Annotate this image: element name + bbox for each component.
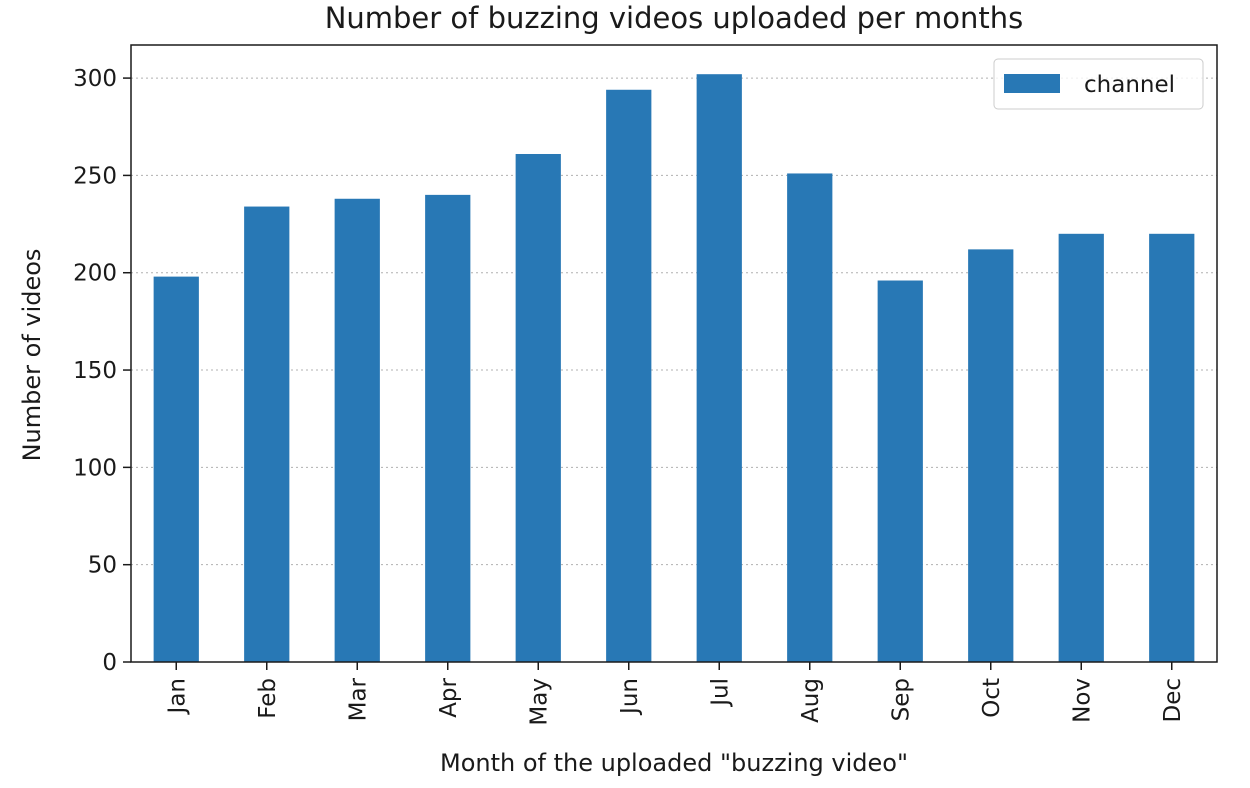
- bar-may: [515, 153, 561, 663]
- x-tick-label-aug: Aug: [798, 678, 824, 723]
- y-tick-label: 50: [88, 553, 117, 579]
- x-tick-label-jan: Jan: [164, 678, 190, 715]
- bar-apr: [425, 194, 471, 662]
- y-axis: 0 50 100 150 200 250 300: [73, 66, 131, 676]
- bar-mar: [334, 198, 380, 662]
- x-tick-label-apr: Apr: [436, 677, 462, 717]
- bar-nov: [1058, 233, 1104, 663]
- legend: channel: [993, 58, 1204, 110]
- y-axis-label: Number of videos: [18, 249, 46, 462]
- bar-jan: [153, 276, 199, 662]
- x-tick-label-may: May: [526, 678, 552, 726]
- legend-label-channel: channel: [1084, 72, 1175, 98]
- legend-swatch-channel: [1004, 74, 1060, 93]
- bar-feb: [244, 206, 290, 662]
- chart-title: Number of buzzing videos uploaded per mo…: [325, 1, 1024, 35]
- x-tick-label-nov: Nov: [1069, 678, 1095, 723]
- bar-sep: [877, 280, 923, 662]
- x-axis-label: Month of the uploaded "buzzing video": [440, 749, 908, 777]
- x-tick-label-dec: Dec: [1160, 678, 1186, 723]
- y-tick-label: 250: [73, 163, 117, 189]
- bar-jul: [696, 74, 742, 663]
- x-tick-label-sep: Sep: [888, 678, 914, 721]
- bar-jun: [606, 89, 652, 663]
- bars: [153, 74, 1195, 663]
- x-tick-label-mar: Mar: [345, 677, 371, 721]
- y-tick-label: 200: [73, 261, 117, 287]
- y-tick-label: 300: [73, 66, 117, 92]
- legend-frame: [993, 58, 1204, 110]
- bar-oct: [968, 249, 1014, 662]
- plot-frame: [130, 44, 1218, 663]
- y-tick-label: 0: [102, 650, 117, 676]
- x-tick-label-jun: Jun: [617, 678, 643, 716]
- x-tick-label-oct: Oct: [979, 678, 1005, 718]
- x-tick-label-jul: Jul: [707, 678, 733, 708]
- bar-dec: [1149, 233, 1195, 663]
- x-tick-label-feb: Feb: [255, 678, 281, 719]
- y-tick-label: 150: [73, 358, 117, 384]
- bar-aug: [787, 173, 833, 662]
- x-axis: Jan Feb Mar Apr May Jun Jul Aug Sep Oct Nov Dec: [164, 662, 1186, 726]
- y-tick-label: 100: [73, 455, 117, 481]
- y-gridlines: [131, 77, 1217, 566]
